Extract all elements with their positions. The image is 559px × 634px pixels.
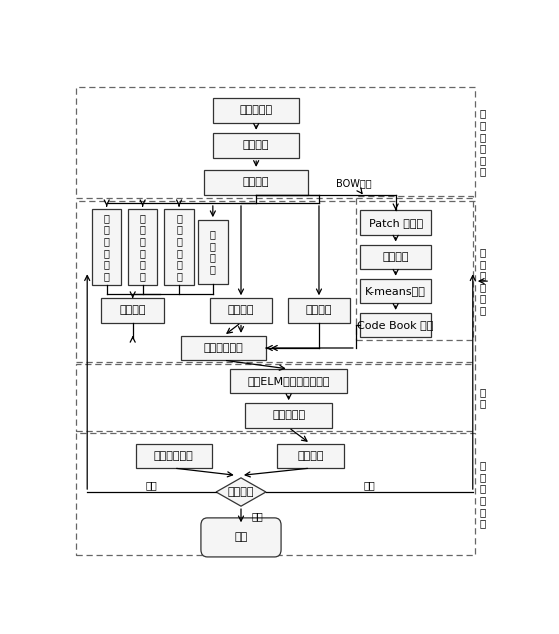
Text: K-means聚类: K-means聚类	[365, 286, 426, 296]
Text: 对比结果: 对比结果	[228, 487, 254, 497]
Text: 结束: 结束	[234, 533, 248, 543]
Text: 形状特征: 形状特征	[306, 306, 332, 315]
Bar	[101, 298, 164, 323]
Text: 地
统
计
学
纹
理: 地 统 计 学 纹 理	[140, 213, 145, 281]
Bar	[204, 170, 308, 195]
Text: 纹理特征: 纹理特征	[120, 306, 146, 315]
Text: 局部特征: 局部特征	[382, 252, 409, 262]
Text: 标
准
图
数
据
库: 标 准 图 数 据 库	[480, 108, 486, 176]
Text: 色彩特征: 色彩特征	[228, 306, 254, 315]
Bar	[213, 133, 300, 158]
Bar	[360, 210, 432, 235]
Text: 不同: 不同	[146, 481, 158, 491]
Text: 马
尔
科
夫
模
型: 马 尔 科 夫 模 型	[176, 213, 182, 281]
FancyBboxPatch shape	[201, 518, 281, 557]
Bar	[198, 220, 228, 283]
Bar	[360, 279, 432, 303]
Text: 不同: 不同	[363, 481, 375, 491]
Text: 相同: 相同	[252, 510, 264, 521]
Text: 轮毂的分类: 轮毂的分类	[272, 410, 305, 420]
Text: 分
形
模
型: 分 形 模 型	[210, 230, 216, 275]
Text: 灰
度
共
生
矩
阵: 灰 度 共 生 矩 阵	[104, 213, 110, 281]
Text: 基于ELM学习的神经网络: 基于ELM学习的神经网络	[248, 376, 330, 386]
Text: 标准图数据库: 标准图数据库	[154, 451, 194, 461]
Bar	[136, 444, 212, 468]
Bar	[77, 434, 475, 555]
Text: 专家解释: 专家解释	[243, 140, 269, 150]
Bar	[230, 369, 347, 393]
Bar	[360, 313, 432, 337]
Bar	[360, 245, 432, 269]
Bar	[128, 209, 158, 285]
Polygon shape	[216, 478, 266, 506]
Text: 图
特
征
的
提
取: 图 特 征 的 提 取	[480, 247, 486, 315]
Bar	[213, 98, 300, 123]
Bar	[356, 196, 473, 340]
Text: 对
比
观
测
实
验: 对 比 观 测 实 验	[480, 460, 486, 529]
Bar	[77, 87, 475, 198]
Text: 分
类: 分 类	[480, 387, 486, 408]
Bar	[182, 336, 266, 360]
Text: Patch 的提取: Patch 的提取	[368, 217, 423, 228]
Text: 汽车轮毂图: 汽车轮毂图	[240, 105, 273, 115]
Bar	[77, 200, 475, 361]
Bar	[245, 403, 332, 427]
Bar	[287, 298, 350, 323]
Bar	[77, 364, 475, 432]
Text: 全局特征向量: 全局特征向量	[204, 343, 244, 353]
Bar	[92, 209, 121, 285]
Text: 标准图库: 标准图库	[243, 178, 269, 188]
Bar	[164, 209, 194, 285]
Bar	[210, 298, 272, 323]
Text: 分类结果: 分类结果	[297, 451, 324, 461]
Text: Code Book 特征: Code Book 特征	[357, 320, 434, 330]
Text: BOW描述: BOW描述	[337, 178, 372, 193]
Bar	[277, 444, 344, 468]
